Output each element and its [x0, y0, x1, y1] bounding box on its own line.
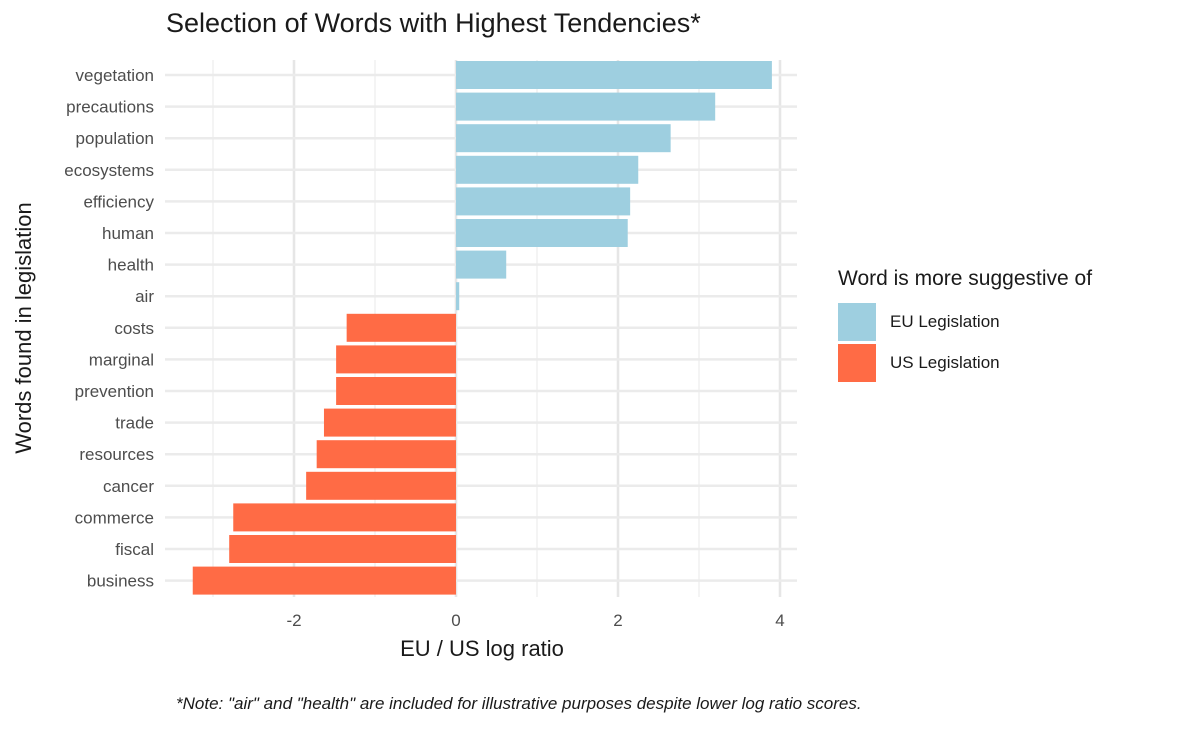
y-tick-label: resources — [79, 445, 154, 464]
y-tick-label: trade — [115, 414, 154, 433]
bar-cancer — [306, 471, 456, 500]
y-axis-label: Words found in legislation — [11, 202, 36, 454]
bar-precautions — [456, 92, 716, 121]
bar-human — [456, 219, 628, 247]
bar-health — [456, 250, 507, 279]
y-tick-label: prevention — [75, 382, 154, 401]
x-tick-label: 4 — [775, 611, 784, 630]
x-tick-label: 2 — [613, 611, 622, 630]
x-tick-label: -2 — [286, 611, 301, 630]
chart-footnote: *Note: "air" and "health" are included f… — [176, 694, 862, 713]
legend: Word is more suggestive of EU Legislatio… — [838, 267, 1092, 385]
bar-business — [192, 566, 456, 595]
y-tick-label: health — [108, 256, 154, 275]
y-tick-labels: vegetation precautions population ecosystem… — [64, 66, 154, 591]
bar-costs — [346, 313, 456, 342]
y-tick-label: cancer — [103, 477, 154, 496]
legend-swatch-us — [838, 344, 876, 382]
y-tick-label: efficiency — [83, 192, 154, 211]
y-tick-label: population — [76, 129, 154, 148]
legend-label-us: US Legislation — [890, 353, 1000, 372]
bar-trade — [323, 408, 456, 437]
y-tick-label: precautions — [66, 98, 154, 117]
bar-marginal — [336, 345, 456, 374]
legend-item-us: US Legislation — [838, 344, 1092, 382]
legend-title: Word is more suggestive of — [838, 267, 1093, 290]
chart-title: Selection of Words with Highest Tendenci… — [166, 8, 701, 38]
bar-fiscal — [229, 535, 456, 563]
y-tick-label: business — [87, 572, 154, 591]
x-axis-label: EU / US log ratio — [400, 636, 564, 661]
bars — [192, 61, 772, 595]
bar-efficiency — [456, 187, 631, 216]
bar-resources — [316, 440, 456, 469]
bar-population — [456, 124, 671, 153]
y-tick-label: fiscal — [115, 540, 154, 559]
x-tick-labels: -2 0 2 4 — [286, 611, 784, 630]
bar-prevention — [336, 377, 456, 405]
bar-air — [456, 282, 460, 311]
y-tick-label: air — [135, 287, 154, 306]
x-tick-label: 0 — [451, 611, 460, 630]
y-tick-label: ecosystems — [64, 161, 154, 180]
y-tick-label: marginal — [89, 350, 154, 369]
bar-ecosystems — [456, 155, 639, 184]
legend-item-eu: EU Legislation — [838, 303, 1092, 341]
legend-label-eu: EU Legislation — [890, 312, 1000, 331]
bar-commerce — [233, 503, 456, 532]
bar-vegetation — [456, 61, 772, 89]
y-tick-label: commerce — [75, 508, 154, 527]
legend-swatch-eu — [838, 303, 876, 341]
y-tick-label: vegetation — [76, 66, 154, 85]
y-tick-label: human — [102, 224, 154, 243]
y-tick-label: costs — [114, 319, 154, 338]
